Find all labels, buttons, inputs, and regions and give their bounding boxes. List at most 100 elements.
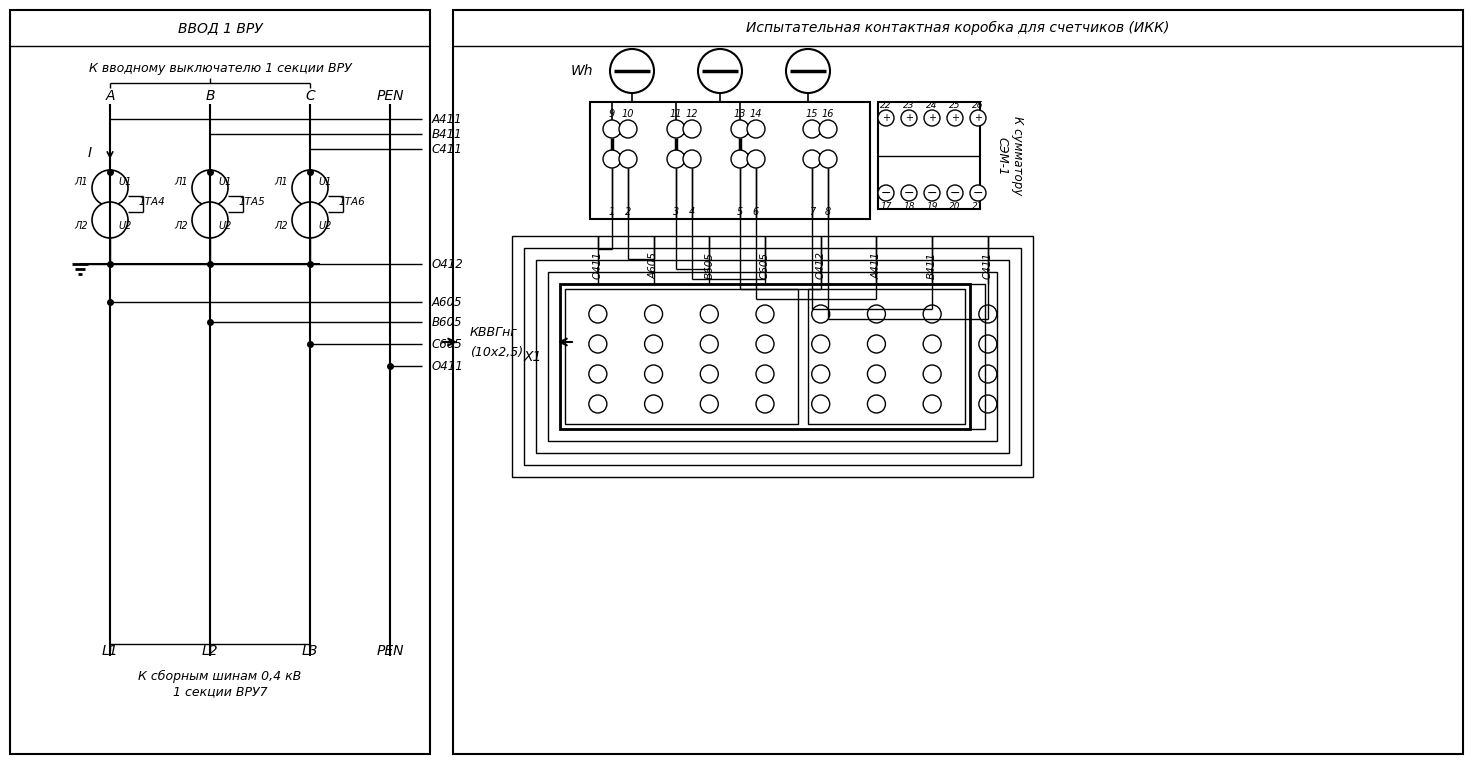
Circle shape (91, 202, 128, 238)
Circle shape (868, 305, 885, 323)
Text: U2: U2 (318, 221, 331, 231)
Text: К сумматору
СЭМ-1: К сумматору СЭМ-1 (996, 116, 1024, 196)
Text: B411: B411 (432, 128, 463, 141)
Circle shape (645, 395, 663, 413)
Text: −: − (881, 186, 891, 199)
Text: −: − (972, 186, 984, 199)
Text: U1: U1 (318, 177, 331, 187)
Circle shape (980, 305, 997, 323)
Circle shape (812, 305, 829, 323)
Text: +: + (882, 113, 890, 123)
Text: PEN: PEN (376, 89, 404, 103)
Text: 3: 3 (673, 207, 679, 217)
Text: Л2: Л2 (274, 221, 289, 231)
Bar (513, 236, 1033, 477)
Text: +: + (952, 113, 959, 123)
Text: C411: C411 (432, 143, 463, 156)
Text: L1: L1 (102, 644, 118, 658)
Circle shape (756, 305, 773, 323)
Bar (10, 10, 430, 754)
Text: 19: 19 (927, 202, 938, 211)
Text: 1 секции ВРУ7: 1 секции ВРУ7 (172, 685, 267, 698)
Text: 1ТА4: 1ТА4 (138, 197, 165, 207)
Text: КВВГнг: КВВГнг (470, 325, 518, 338)
Text: В411: В411 (927, 252, 937, 279)
Text: 23: 23 (903, 101, 915, 109)
Text: 18: 18 (903, 202, 915, 211)
Text: −: − (904, 186, 915, 199)
Bar (560, 284, 985, 429)
Text: Л1: Л1 (74, 177, 88, 187)
Circle shape (619, 120, 636, 138)
Circle shape (980, 335, 997, 353)
Text: 16: 16 (822, 109, 834, 119)
Circle shape (901, 110, 918, 126)
Circle shape (610, 49, 654, 93)
Circle shape (667, 120, 685, 138)
Circle shape (700, 305, 719, 323)
Circle shape (645, 305, 663, 323)
Text: PEN: PEN (376, 644, 404, 658)
Text: 9: 9 (608, 109, 616, 119)
Circle shape (971, 185, 985, 201)
Circle shape (924, 335, 941, 353)
Text: +: + (928, 113, 935, 123)
Circle shape (731, 150, 748, 168)
Bar (878, 102, 980, 209)
Bar (591, 102, 871, 219)
Circle shape (812, 395, 829, 413)
Text: О412: О412 (432, 257, 464, 270)
Text: A: A (105, 89, 115, 103)
Circle shape (819, 150, 837, 168)
Text: 8: 8 (825, 207, 831, 217)
Circle shape (747, 120, 764, 138)
Text: О411: О411 (432, 360, 464, 373)
Circle shape (947, 110, 963, 126)
Text: Х1: Х1 (523, 350, 542, 364)
Text: 26: 26 (972, 101, 984, 109)
Circle shape (756, 365, 773, 383)
Text: А605: А605 (648, 252, 658, 279)
Text: −: − (950, 186, 960, 199)
Text: L2: L2 (202, 644, 218, 658)
Text: −: − (927, 186, 937, 199)
Text: 12: 12 (686, 109, 698, 119)
Circle shape (589, 305, 607, 323)
Text: 10: 10 (622, 109, 635, 119)
Bar (454, 10, 1463, 754)
Text: 5: 5 (736, 207, 742, 217)
Text: 1: 1 (608, 207, 616, 217)
Text: B605: B605 (432, 316, 463, 329)
Circle shape (756, 395, 773, 413)
Circle shape (589, 335, 607, 353)
Text: 22: 22 (881, 101, 891, 109)
Text: ВВОД 1 ВРУ: ВВОД 1 ВРУ (178, 21, 262, 35)
Circle shape (191, 202, 228, 238)
Text: 20: 20 (949, 202, 960, 211)
Circle shape (868, 335, 885, 353)
Circle shape (980, 365, 997, 383)
Circle shape (787, 49, 829, 93)
Circle shape (947, 185, 963, 201)
Text: 13: 13 (734, 109, 747, 119)
Circle shape (589, 365, 607, 383)
Circle shape (700, 335, 719, 353)
Text: О411: О411 (592, 251, 602, 279)
Text: 24: 24 (927, 101, 938, 109)
Circle shape (803, 150, 820, 168)
Circle shape (980, 395, 997, 413)
Circle shape (868, 395, 885, 413)
Text: +: + (904, 113, 913, 123)
Text: A411: A411 (432, 112, 463, 125)
Circle shape (747, 150, 764, 168)
Text: 25: 25 (949, 101, 960, 109)
Text: U1: U1 (118, 177, 131, 187)
Circle shape (602, 120, 622, 138)
Text: Л1: Л1 (274, 177, 289, 187)
Circle shape (924, 110, 940, 126)
Text: С605: С605 (760, 252, 770, 279)
Circle shape (619, 150, 636, 168)
Text: 21: 21 (972, 202, 984, 211)
Circle shape (700, 365, 719, 383)
Bar (560, 284, 971, 429)
